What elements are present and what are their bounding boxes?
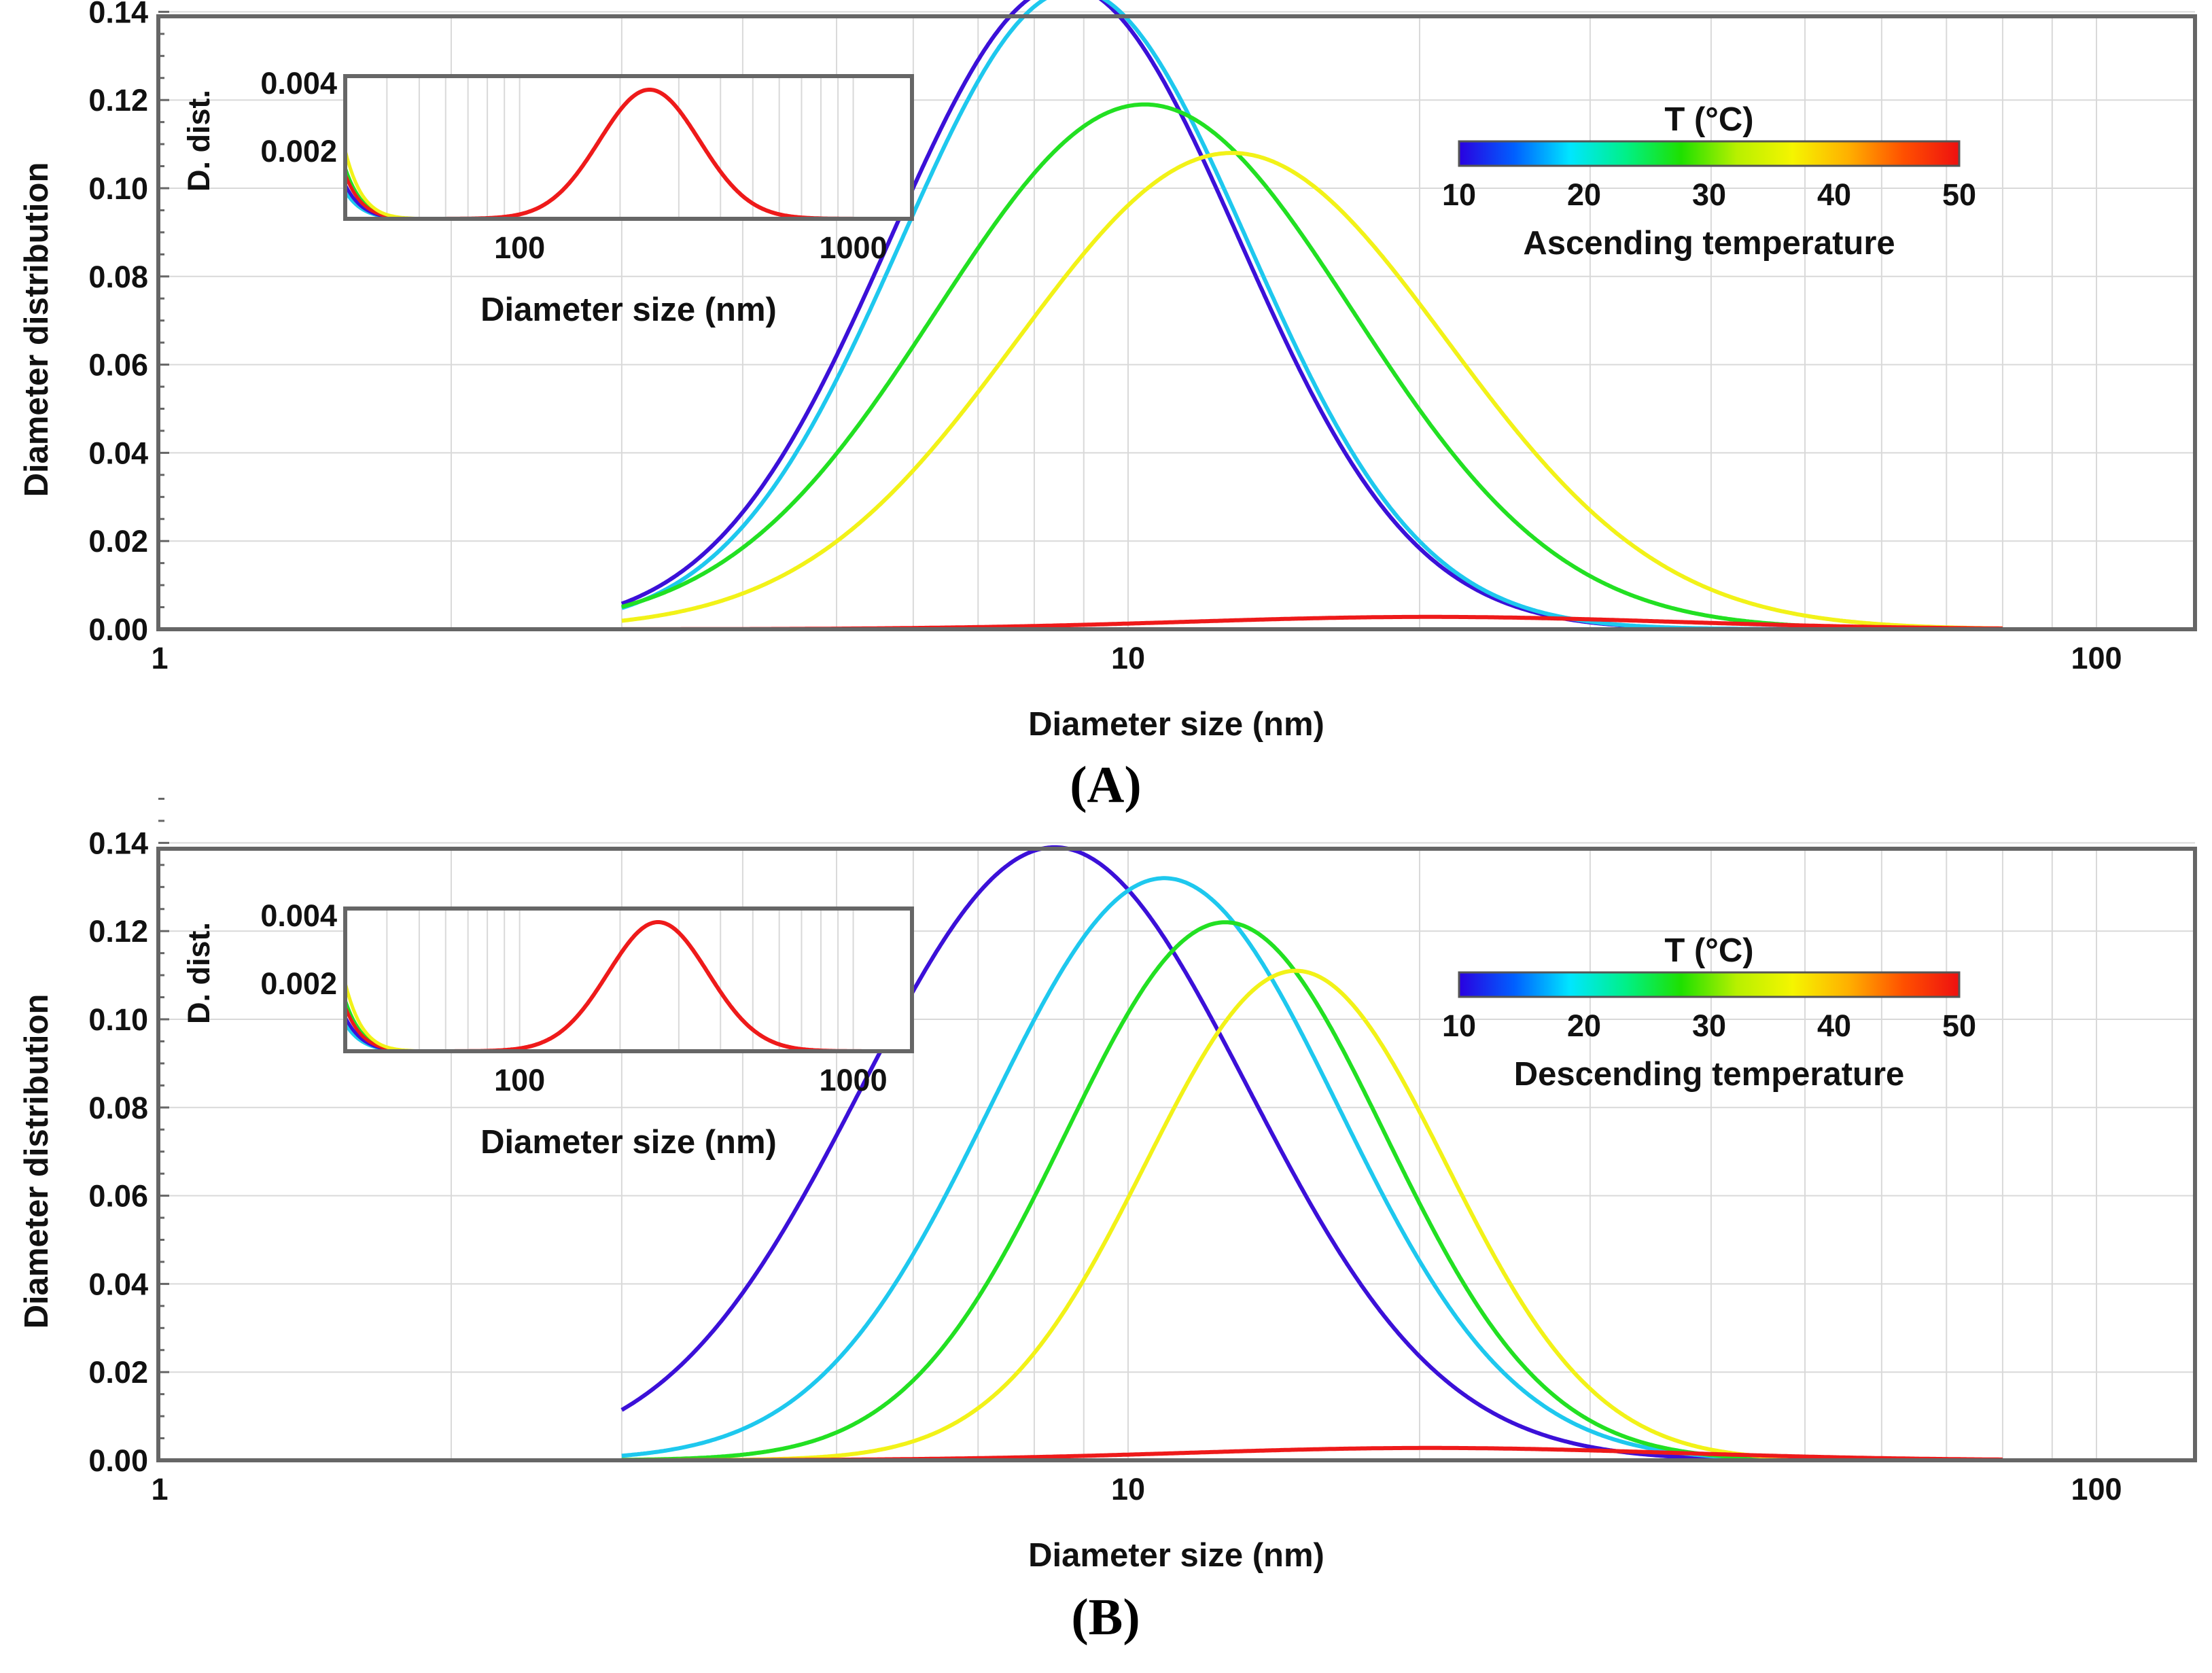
colorbar-title: T (°C): [1664, 101, 1753, 138]
y-tick-label: 0.10: [88, 171, 148, 206]
inset-x-tick-label: 100: [494, 1063, 545, 1097]
inset: 0.002 0.004 100 1000 Diameter size (nm) D. di…: [181, 66, 914, 328]
x-tick-label: 10: [1111, 1472, 1145, 1507]
x-tick-label: 100: [2071, 1472, 2122, 1507]
colorbar-tick-label: 20: [1567, 1008, 1601, 1043]
inset-x-axis-label: Diameter size (nm): [480, 1124, 777, 1161]
x-tick-label: 1: [151, 1472, 168, 1507]
inset-frame: [343, 906, 914, 1053]
inset-x-tick-label: 100: [494, 230, 545, 265]
colorbar-title: T (°C): [1664, 932, 1753, 969]
plot-frame: [156, 847, 2197, 1462]
y-tick-label: 0.04: [88, 1267, 148, 1301]
x-tick-label: 100: [2071, 641, 2122, 675]
colorbar-tick-label: 20: [1567, 177, 1601, 212]
colorbar-tick-label: 40: [1817, 177, 1851, 212]
panel-caption: (B): [1071, 1589, 1140, 1646]
inset-y-tick-label: 0.004: [260, 66, 337, 101]
colorbar: [1458, 140, 1961, 167]
inset-background: [345, 76, 912, 219]
y-tick-label: 0.00: [88, 612, 148, 647]
inset-gridlines: [386, 909, 854, 1051]
colorbar-label: Descending temperature: [1514, 1056, 1905, 1093]
y-tick-label: 0.00: [88, 1443, 148, 1478]
x-axis-label: Diameter size (nm): [1028, 1537, 1324, 1574]
colorbar-tick-label: 40: [1817, 1008, 1851, 1043]
inset-y-axis-label: D. dist.: [181, 922, 216, 1024]
inset-y-axis-label: D. dist.: [181, 90, 216, 192]
y-tick-label: 0.14: [88, 826, 148, 860]
x-tick-label: 1: [151, 641, 168, 675]
y-tick-label: 0.02: [88, 1355, 148, 1390]
panel-caption: (A): [1070, 756, 1142, 813]
y-tick-label: 0.12: [88, 83, 148, 118]
colorbar: [1458, 971, 1961, 998]
colorbar-tick-label: 10: [1442, 177, 1476, 212]
inset-y-tick-label: 0.002: [260, 134, 337, 169]
inset: 0.002 0.004 100 1000 Diameter size (nm) D. di…: [181, 898, 914, 1161]
y-tick-label: 0.06: [88, 348, 148, 383]
y-tick-label: 0.10: [88, 1002, 148, 1037]
colorbar-label: Ascending temperature: [1523, 225, 1895, 262]
x-tick-label: 10: [1111, 641, 1145, 675]
inset-x-tick-label: 1000: [820, 1063, 888, 1097]
series-line-40c: [621, 151, 2003, 631]
gridlines: [158, 842, 2195, 1460]
inset-frame: [343, 74, 914, 221]
plot-frame: [156, 14, 2197, 631]
inset-x-tick-label: 1000: [820, 230, 888, 265]
y-tick-label: 0.08: [88, 260, 148, 294]
colorbar-tick-label: 10: [1442, 1008, 1476, 1043]
colorbar-tick-label: 30: [1692, 1008, 1726, 1043]
inset-y-tick-label: 0.002: [260, 966, 337, 1001]
y-axis-label: Diameter distribution: [18, 162, 55, 497]
colorbar-tick-label: 50: [1942, 1008, 1976, 1043]
panel-b: 0.00 0.02 0.04 0.06 0.08 0.10 0.12 0.14 1 10 100 Di…: [18, 798, 2197, 1646]
y-tick-label: 0.04: [88, 436, 148, 470]
inset-gridlines: [386, 76, 854, 219]
y-tick-label: 0.06: [88, 1179, 148, 1214]
colorbar-tick-label: 50: [1942, 177, 1976, 212]
gridlines: [158, 11, 2195, 629]
y-tick-label: 0.14: [88, 0, 148, 29]
colorbar-tick-label: 30: [1692, 177, 1726, 212]
y-tick-label: 0.12: [88, 914, 148, 949]
panel-a: 0.00 0.02 0.04 0.06 0.08 0.10 0.12 0.14 1 10 100 Di…: [18, 0, 2197, 813]
y-tick-label: 0.08: [88, 1091, 148, 1125]
inset-x-axis-label: Diameter size (nm): [480, 292, 777, 328]
inset-y-tick-label: 0.004: [260, 898, 337, 933]
y-axis-label: Diameter distribution: [18, 994, 55, 1329]
inset-background: [345, 909, 912, 1051]
x-axis-label: Diameter size (nm): [1028, 706, 1324, 743]
y-tick-label: 0.02: [88, 524, 148, 559]
